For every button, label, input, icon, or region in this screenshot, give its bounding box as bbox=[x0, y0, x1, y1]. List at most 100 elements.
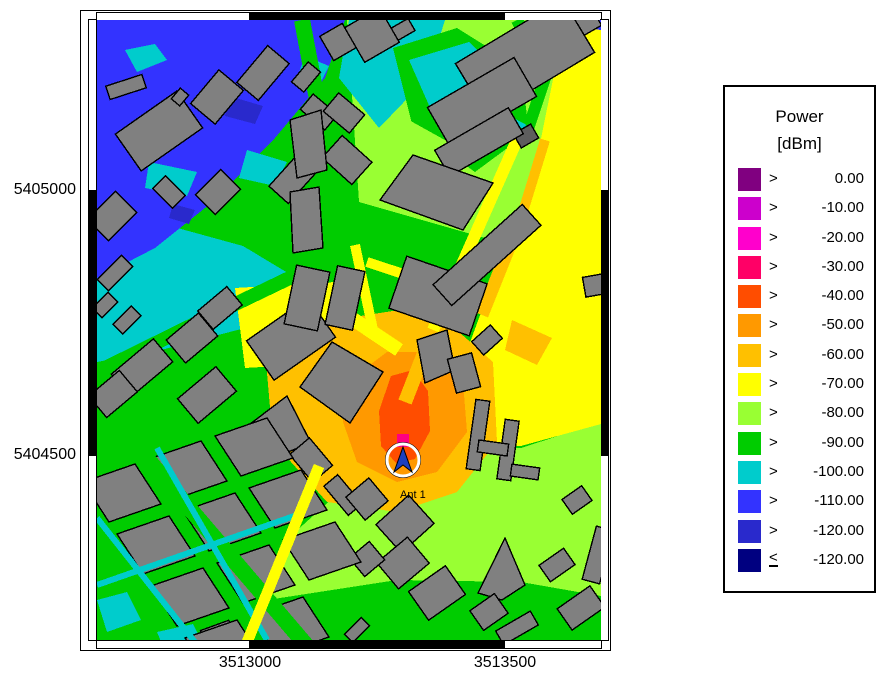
legend-color-swatch bbox=[738, 255, 761, 279]
heat-zone bbox=[125, 44, 167, 72]
building bbox=[324, 264, 366, 332]
building bbox=[581, 273, 601, 298]
legend-operator: > bbox=[769, 316, 778, 334]
building bbox=[194, 168, 242, 216]
legend-color-swatch bbox=[738, 226, 761, 250]
legend-row: < -120.00 bbox=[725, 546, 874, 575]
legend-operator: > bbox=[769, 199, 778, 217]
legend-threshold-value: -60.00 bbox=[821, 345, 864, 363]
legend-row: > -70.00 bbox=[725, 370, 874, 399]
building bbox=[289, 109, 328, 179]
y-axis-tick-5405000: 5405000 bbox=[13, 181, 76, 198]
building bbox=[426, 56, 538, 148]
antenna-arrow-icon bbox=[392, 445, 414, 474]
building bbox=[407, 564, 467, 622]
heat-zone bbox=[379, 370, 430, 463]
legend-color-swatch bbox=[738, 373, 761, 397]
street bbox=[97, 241, 366, 379]
legend-threshold-value: -100.00 bbox=[813, 462, 864, 480]
building bbox=[281, 521, 363, 581]
legend-threshold-value: -10.00 bbox=[821, 199, 864, 217]
building bbox=[97, 369, 139, 419]
y-axis-tick-5404500: 5404500 bbox=[13, 446, 76, 463]
building bbox=[465, 398, 491, 472]
street bbox=[392, 113, 452, 153]
building bbox=[165, 312, 219, 364]
legend-threshold-value: 0.00 bbox=[834, 170, 864, 187]
legend-color-swatch bbox=[738, 431, 761, 455]
heat-zone bbox=[97, 20, 345, 278]
legend-row: > -80.00 bbox=[725, 399, 874, 428]
legend-color-swatch bbox=[738, 548, 761, 572]
legend-rows: >0.00 > -10.00 > -20.00 > -30.00 > -40.00 > -50.00… bbox=[725, 165, 874, 575]
legend-operator: > bbox=[769, 404, 778, 422]
building bbox=[213, 417, 295, 477]
legend-row: > -110.00 bbox=[725, 487, 874, 516]
legend-row: > -120.00 bbox=[725, 517, 874, 546]
legend-threshold-value: -70.00 bbox=[821, 375, 864, 393]
legend-operator: > bbox=[769, 521, 778, 539]
building bbox=[476, 439, 510, 457]
building bbox=[468, 592, 510, 632]
antenna-label: Ant 1 bbox=[400, 489, 426, 501]
heat-zone bbox=[169, 204, 195, 224]
heat-zone bbox=[225, 96, 263, 124]
legend-operator: > bbox=[769, 375, 778, 393]
map-frame-bar-bottom bbox=[96, 640, 602, 649]
building bbox=[343, 20, 401, 64]
legend-row: > -30.00 bbox=[725, 253, 874, 282]
coverage-map-canvas[interactable]: Ant 1 bbox=[97, 20, 601, 640]
legend-color-swatch bbox=[738, 460, 761, 484]
legend-row: > -90.00 bbox=[725, 429, 874, 458]
legend-color-swatch bbox=[738, 402, 761, 426]
legend-threshold-value: -110.00 bbox=[814, 492, 864, 510]
legend-color-swatch bbox=[738, 168, 761, 191]
building bbox=[512, 123, 540, 149]
legend-threshold-value: -30.00 bbox=[821, 257, 864, 275]
legend-threshold-value: -50.00 bbox=[821, 316, 864, 334]
legend-color-swatch bbox=[738, 285, 761, 309]
building bbox=[235, 44, 291, 102]
legend-row: > -20.00 bbox=[725, 224, 874, 253]
building bbox=[538, 547, 576, 583]
building bbox=[494, 610, 540, 640]
building bbox=[104, 73, 148, 101]
legend-operator: > bbox=[769, 228, 778, 246]
legend-panel: Power [dBm] >0.00 > -10.00 > -20.00 > -30.00 > -… bbox=[723, 85, 876, 593]
legend-row: > -50.00 bbox=[725, 311, 874, 340]
legend-title: Power [dBm] bbox=[725, 103, 874, 157]
legend-threshold-value: -80.00 bbox=[821, 404, 864, 422]
legend-color-swatch bbox=[738, 343, 761, 367]
legend-operator: > bbox=[769, 462, 778, 480]
legend-color-swatch bbox=[738, 490, 761, 514]
street bbox=[241, 463, 325, 640]
building bbox=[432, 203, 542, 307]
building bbox=[283, 264, 331, 332]
building bbox=[561, 484, 593, 516]
building bbox=[290, 60, 322, 94]
building bbox=[556, 584, 601, 632]
legend-row: > -10.00 bbox=[725, 194, 874, 223]
legend-color-swatch bbox=[738, 519, 761, 543]
legend-threshold-value: -20.00 bbox=[821, 228, 864, 246]
building bbox=[509, 463, 541, 481]
building bbox=[97, 291, 119, 319]
building bbox=[322, 91, 366, 135]
heat-zone bbox=[97, 592, 141, 632]
building bbox=[344, 476, 390, 522]
legend-row: > -40.00 bbox=[725, 282, 874, 311]
legend-color-swatch bbox=[738, 197, 761, 221]
legend-row: > -100.00 bbox=[725, 458, 874, 487]
legend-threshold-value: -120.00 bbox=[813, 550, 864, 568]
building bbox=[343, 616, 371, 640]
street bbox=[97, 516, 198, 640]
legend-operator: > bbox=[769, 257, 778, 275]
legend-color-swatch bbox=[738, 314, 761, 338]
street bbox=[350, 243, 378, 332]
building bbox=[189, 68, 245, 126]
legend-row: >0.00 bbox=[725, 165, 874, 194]
legend-threshold-value: -40.00 bbox=[821, 287, 864, 305]
legend-operator: > bbox=[769, 433, 778, 451]
heat-zone bbox=[239, 150, 287, 186]
street bbox=[97, 512, 298, 588]
